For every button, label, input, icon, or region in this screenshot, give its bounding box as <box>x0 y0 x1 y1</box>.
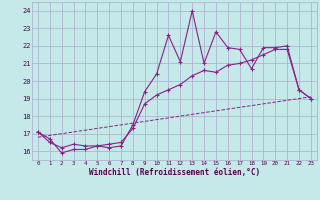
X-axis label: Windchill (Refroidissement éolien,°C): Windchill (Refroidissement éolien,°C) <box>89 168 260 177</box>
